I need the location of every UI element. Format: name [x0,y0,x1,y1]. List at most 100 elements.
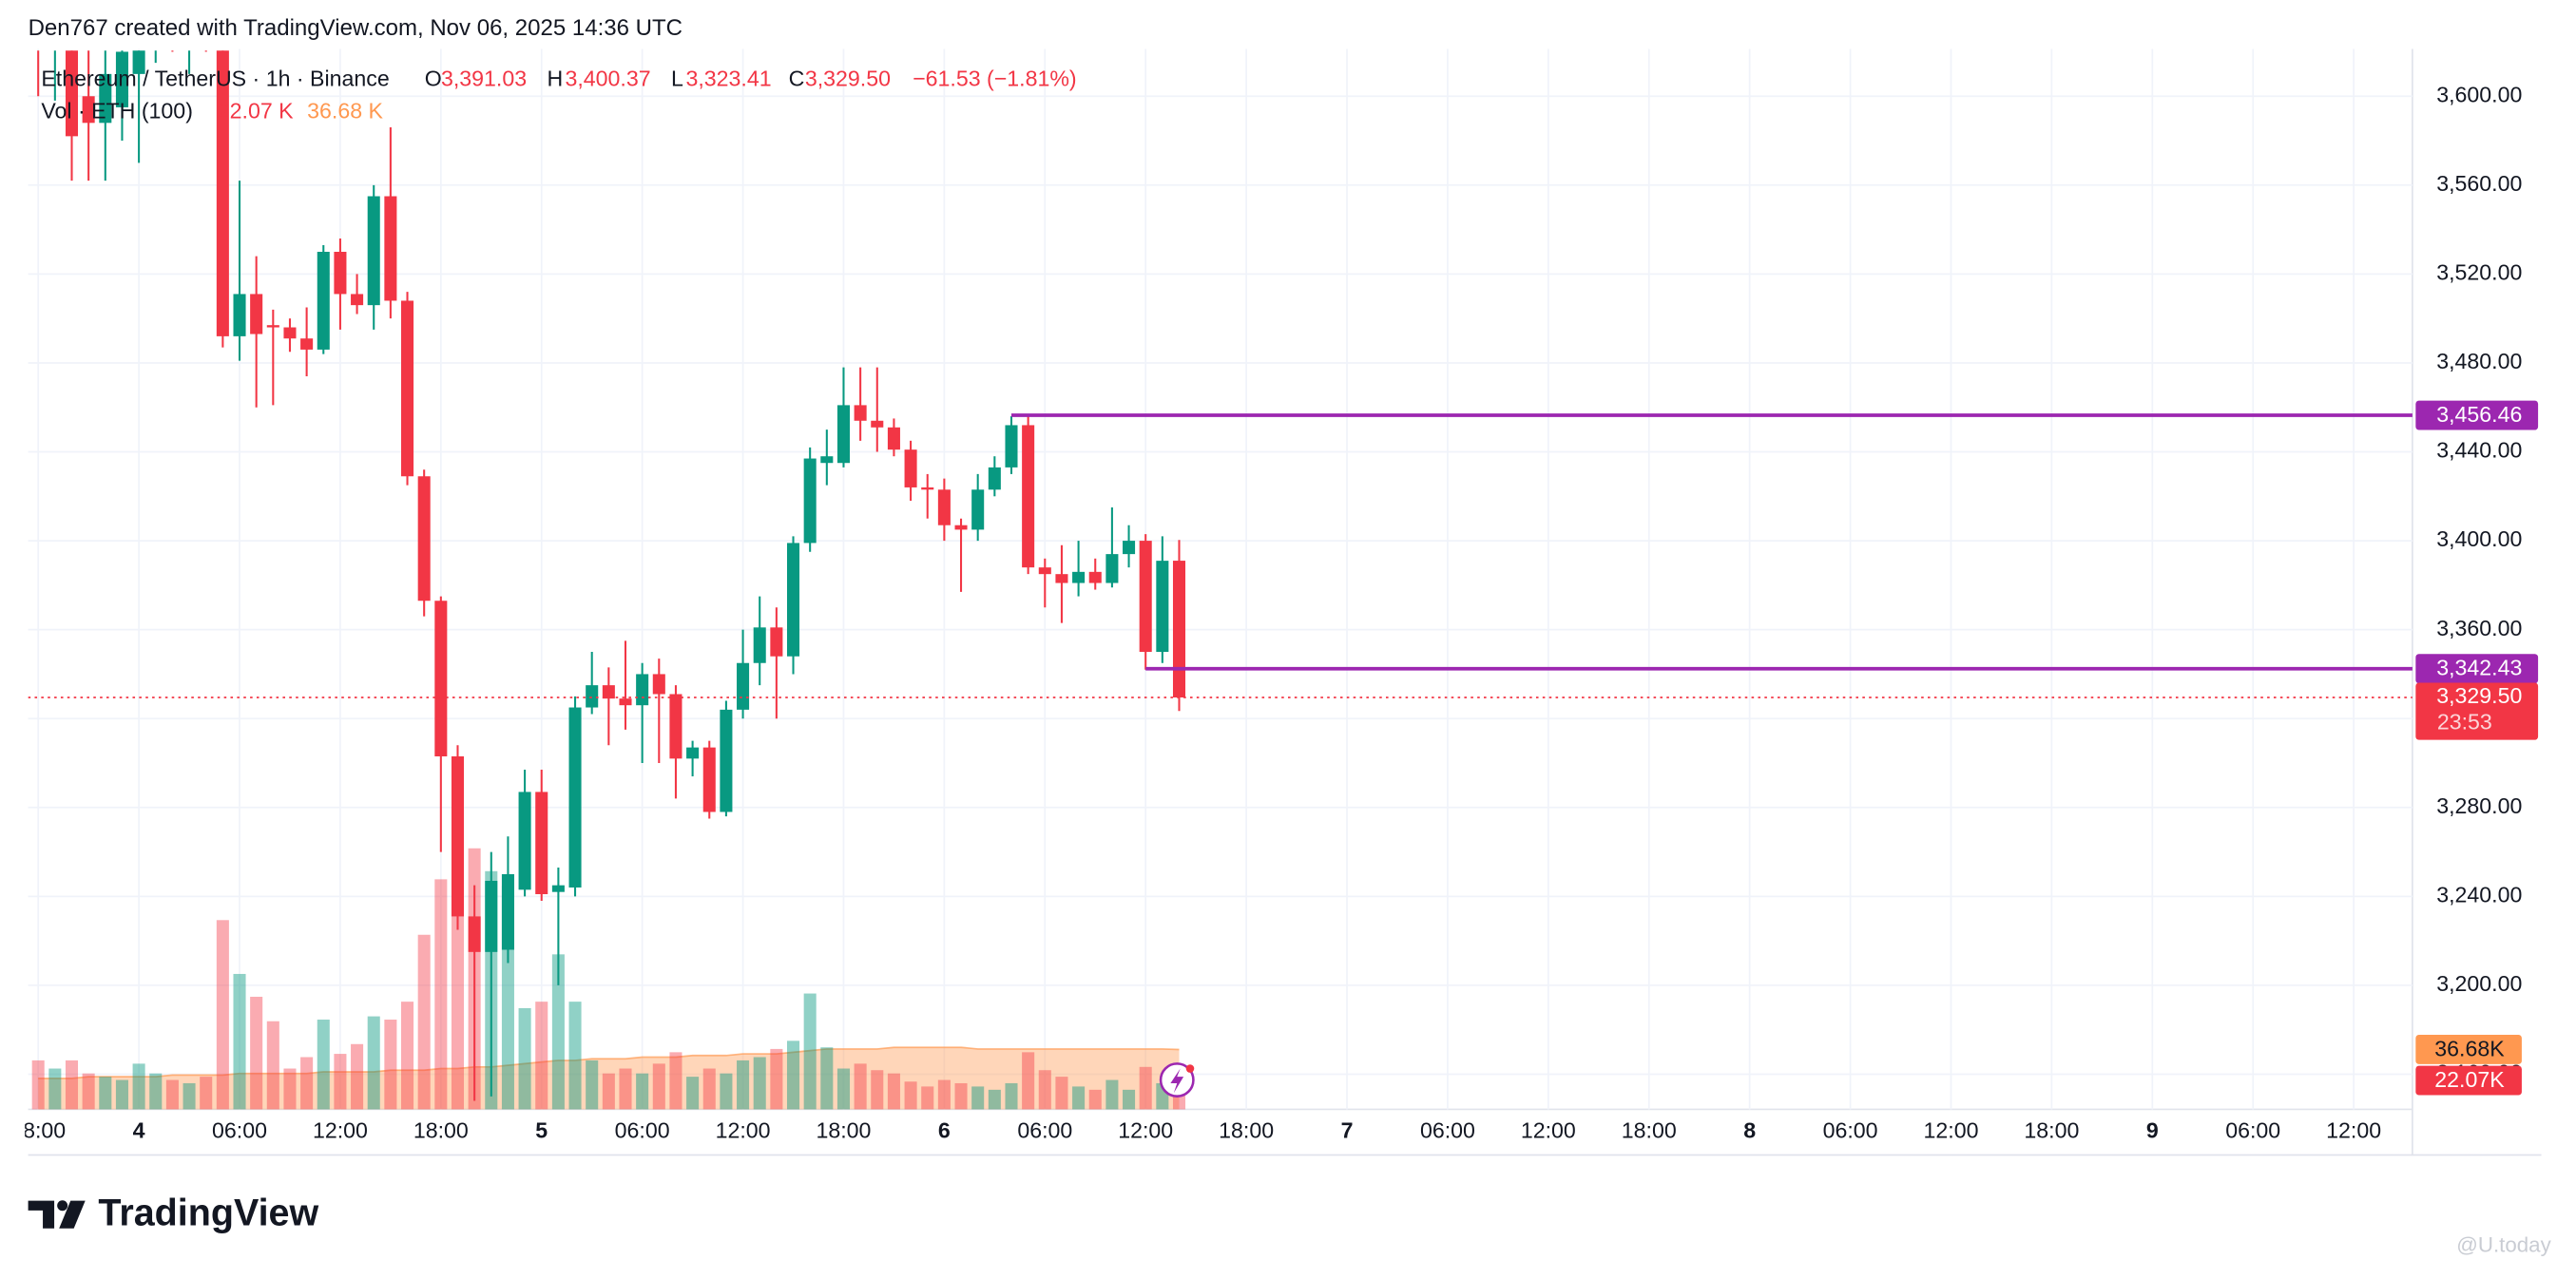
candle-body [65,50,79,137]
volume-ma-area [38,1047,1180,1110]
volume-badge-label: 22.07K [2434,1067,2505,1092]
volume-bar [1005,1082,1018,1110]
x-tick-label: 9 [2146,1118,2159,1143]
candle-body [988,467,1001,490]
volume-bar [652,1063,665,1110]
volume-bar [132,1063,145,1110]
volume-bar [250,996,263,1110]
candle-body [216,50,229,336]
volume-bar [165,1079,179,1110]
legend-key: L [671,66,683,90]
logo [28,1200,86,1229]
volume-bar [351,1043,364,1110]
volume-bar [551,954,565,1110]
candle-body [652,674,665,695]
candle-body [250,294,263,334]
volume-bar [786,1040,800,1110]
header: Den767 created with TradingView.com, Nov… [29,15,682,41]
volume-bar [669,1052,682,1110]
candle-body [602,685,615,699]
volume-bar [401,1002,414,1110]
brand: TradingView [98,1192,318,1233]
volume-bar [686,1077,700,1110]
candle-body [401,300,414,477]
candle-body [871,420,884,428]
candle-body [485,880,498,952]
x-tick-label: 18:00 [816,1118,871,1143]
volume-bar [149,1073,163,1110]
volume-bar [753,1057,766,1110]
candle-body [115,51,128,107]
volume-bar [820,1047,834,1110]
candle-body [786,543,800,657]
candle-body [854,405,867,421]
y-axis: 3,160.003,200.003,240.003,280.003,320.00… [2436,82,2522,1084]
volume-bar [82,1073,95,1110]
candle-body [283,327,297,339]
volume-bar [971,1086,985,1110]
legend-volume-ma: 36.68 K [307,99,383,124]
volume-bar [568,1002,582,1110]
candle-body [568,707,582,888]
y-tick-label: 3,400.00 [2436,526,2522,551]
y-tick-label: 3,240.00 [2436,882,2522,907]
volume-bar [1072,1086,1086,1110]
x-tick-label: 18:00 [413,1118,469,1143]
x-tick-label: 18:00 [10,1118,66,1143]
volume-bar [518,1008,531,1110]
legend-value: 3,400.37 [565,66,650,90]
volume-bar [1088,1089,1102,1110]
volume-bar [954,1082,968,1110]
candle-body [317,251,330,350]
legend-volume: 22.07 K [218,99,294,124]
x-tick-label: 06:00 [1823,1118,1878,1143]
candle-body [803,458,817,544]
candle-body [1088,571,1102,583]
volume-bar [417,934,431,1110]
x-tick-label: 4 [133,1118,145,1143]
volume-bar [434,879,448,1110]
y-tick-label: 3,480.00 [2436,349,2522,373]
candle-body [937,489,951,525]
volume-bar [636,1073,649,1110]
legend-change: −61.53 (−1.81%) [913,66,1077,90]
candle-body [1072,571,1086,583]
legend: Ethereum / TetherUS · 1h · Binance O 3,3… [41,66,1076,123]
volume-bar [99,1077,112,1110]
candle-body [720,709,733,812]
legend-value: 3,329.50 [805,66,891,90]
volume-bar [803,993,817,1110]
level-badge [2415,654,2539,684]
volume-bar [586,1059,599,1110]
volume-bar [904,1081,917,1110]
y-tick-label: 3,440.00 [2436,438,2522,463]
candle-body [501,873,514,950]
candle-body [384,196,397,301]
candle-body [1022,425,1035,568]
candle-body [535,792,548,895]
candle-body [334,251,347,295]
candle-body [702,747,716,812]
level-label: 3,342.43 [2436,656,2522,680]
candle-body [451,755,465,917]
candle-body [1123,541,1136,555]
candle-body [367,196,380,306]
plot-area [28,50,2413,1110]
x-tick-label: 18:00 [1622,1118,1677,1143]
watermark: @U.today [2456,1233,2551,1257]
volume-bar [384,1020,397,1110]
candle-body [921,487,934,490]
x-axis: 18:00 4 06:00 12:00 18:00 5 06:00 12:00 18:00 6 06… [10,1118,2381,1143]
candle-body [820,456,834,464]
volume-bar [1123,1089,1136,1110]
candle-body [904,449,917,487]
volume-bar [367,1016,380,1110]
y-tick-label: 3,360.00 [2436,616,2522,640]
volume-bar [871,1070,884,1110]
level-badge [2415,400,2539,430]
candle-body [417,476,431,601]
volume-bar [266,1021,279,1110]
volume-bar [921,1086,934,1110]
candle-body [99,73,112,124]
